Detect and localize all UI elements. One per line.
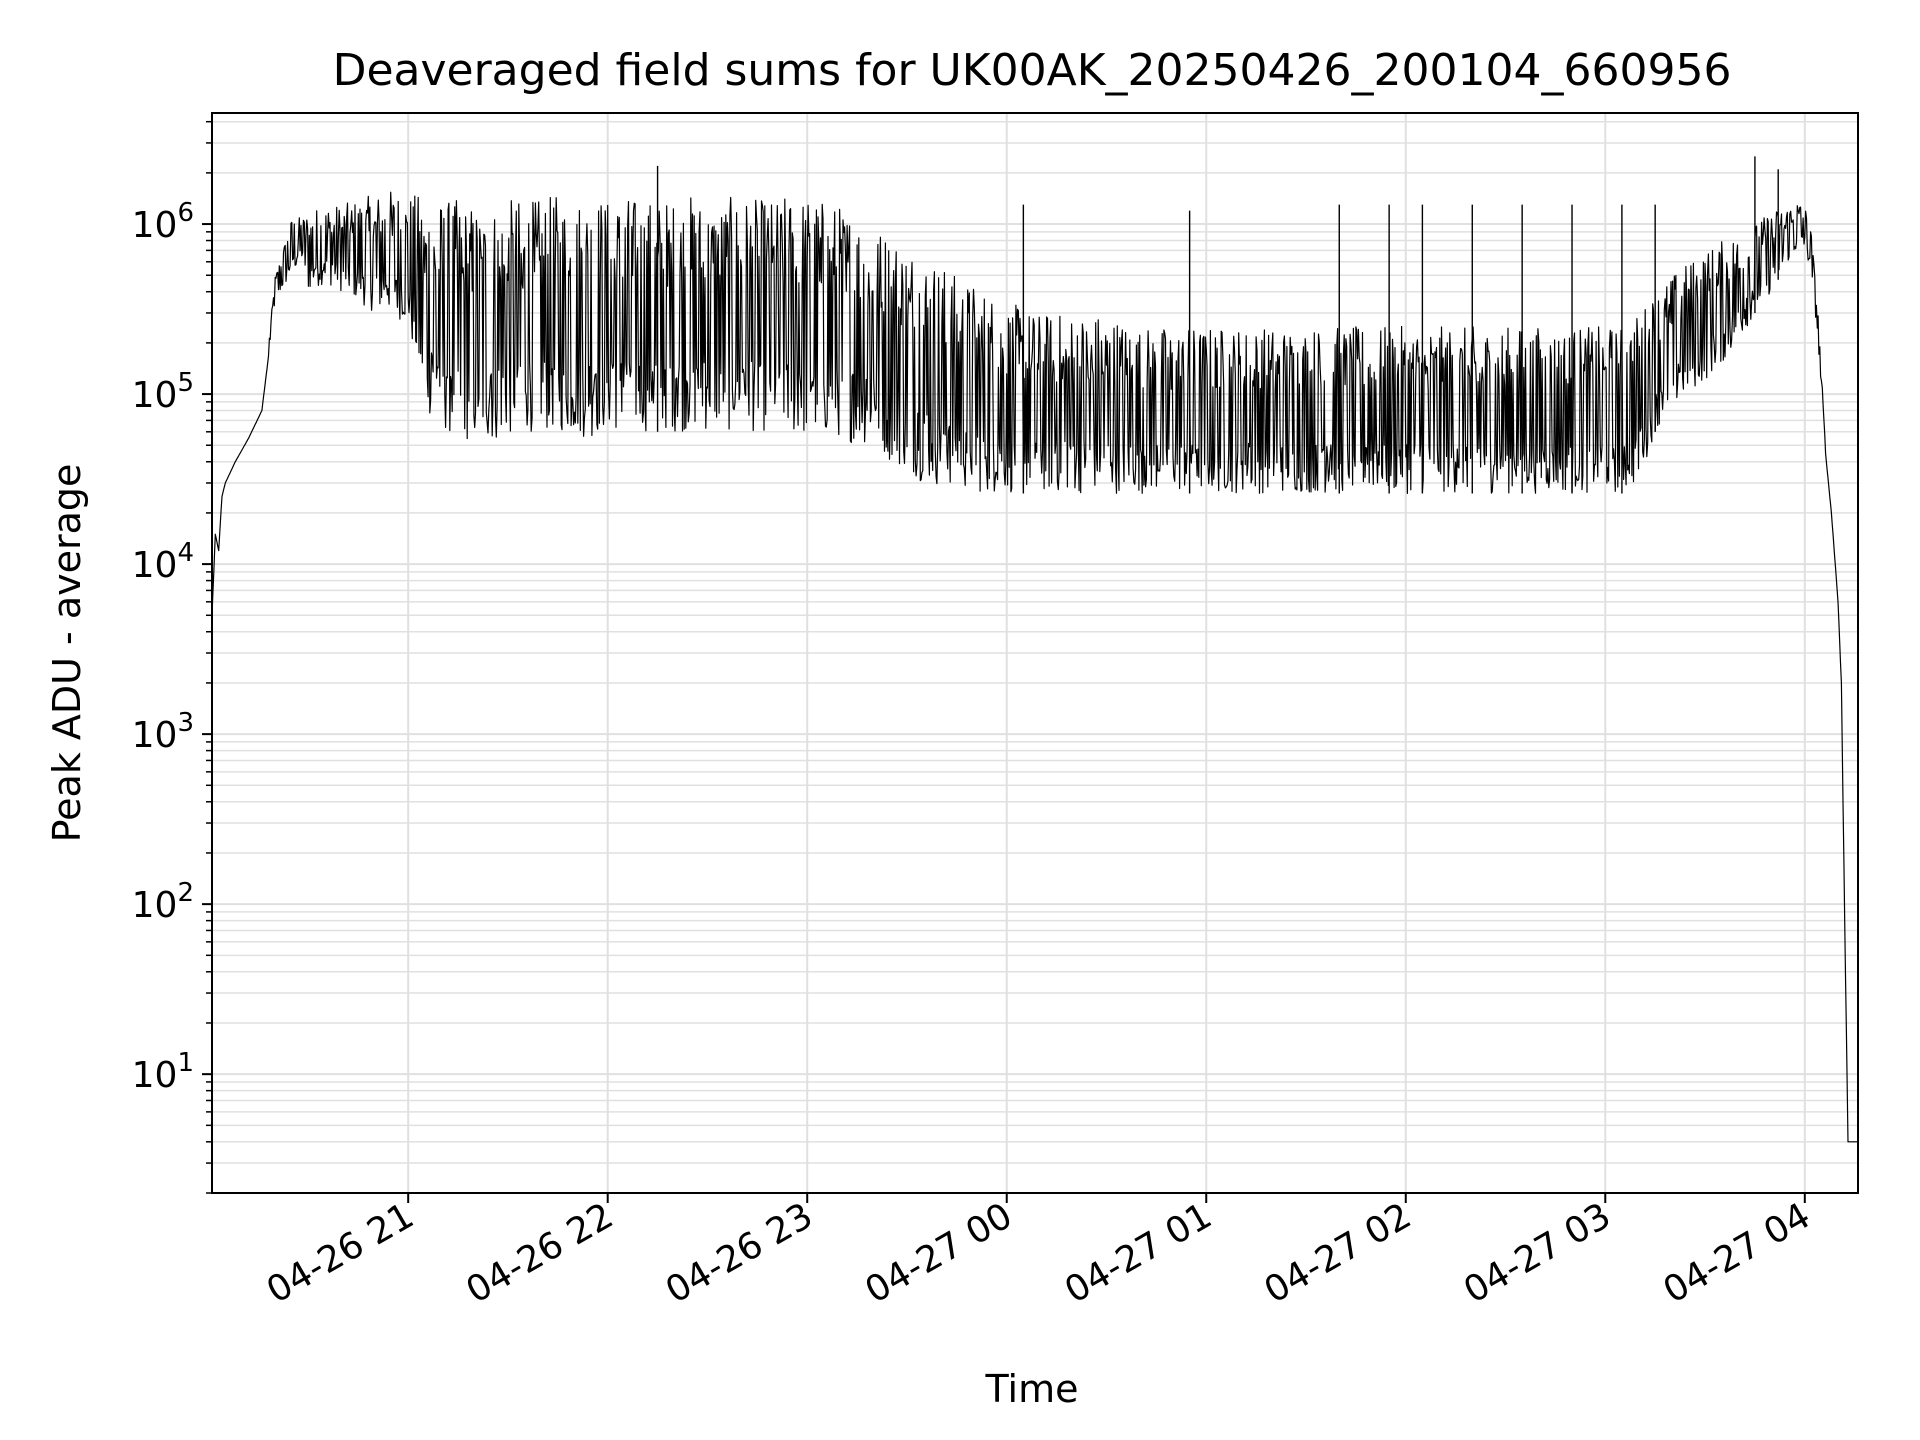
- axis-ticks: [202, 120, 1806, 1203]
- y-tick-label: 102: [132, 878, 194, 926]
- y-tick-label: 101: [132, 1048, 194, 1096]
- y-axis-label: Peak ADU - average: [45, 464, 89, 843]
- series-line: [211, 191, 1858, 1143]
- y-tick-label: 103: [132, 708, 194, 756]
- y-tick-label: 105: [132, 368, 194, 416]
- y-tick-label: 104: [132, 538, 194, 586]
- x-axis-label: Time: [985, 1367, 1079, 1411]
- chart-title: Deaveraged field sums for UK00AK_2025042…: [333, 45, 1732, 96]
- y-tick-labels: 101 102 103 104 105 106: [132, 198, 194, 1096]
- data-series: [211, 156, 1858, 1143]
- y-tick-label: 106: [132, 198, 194, 246]
